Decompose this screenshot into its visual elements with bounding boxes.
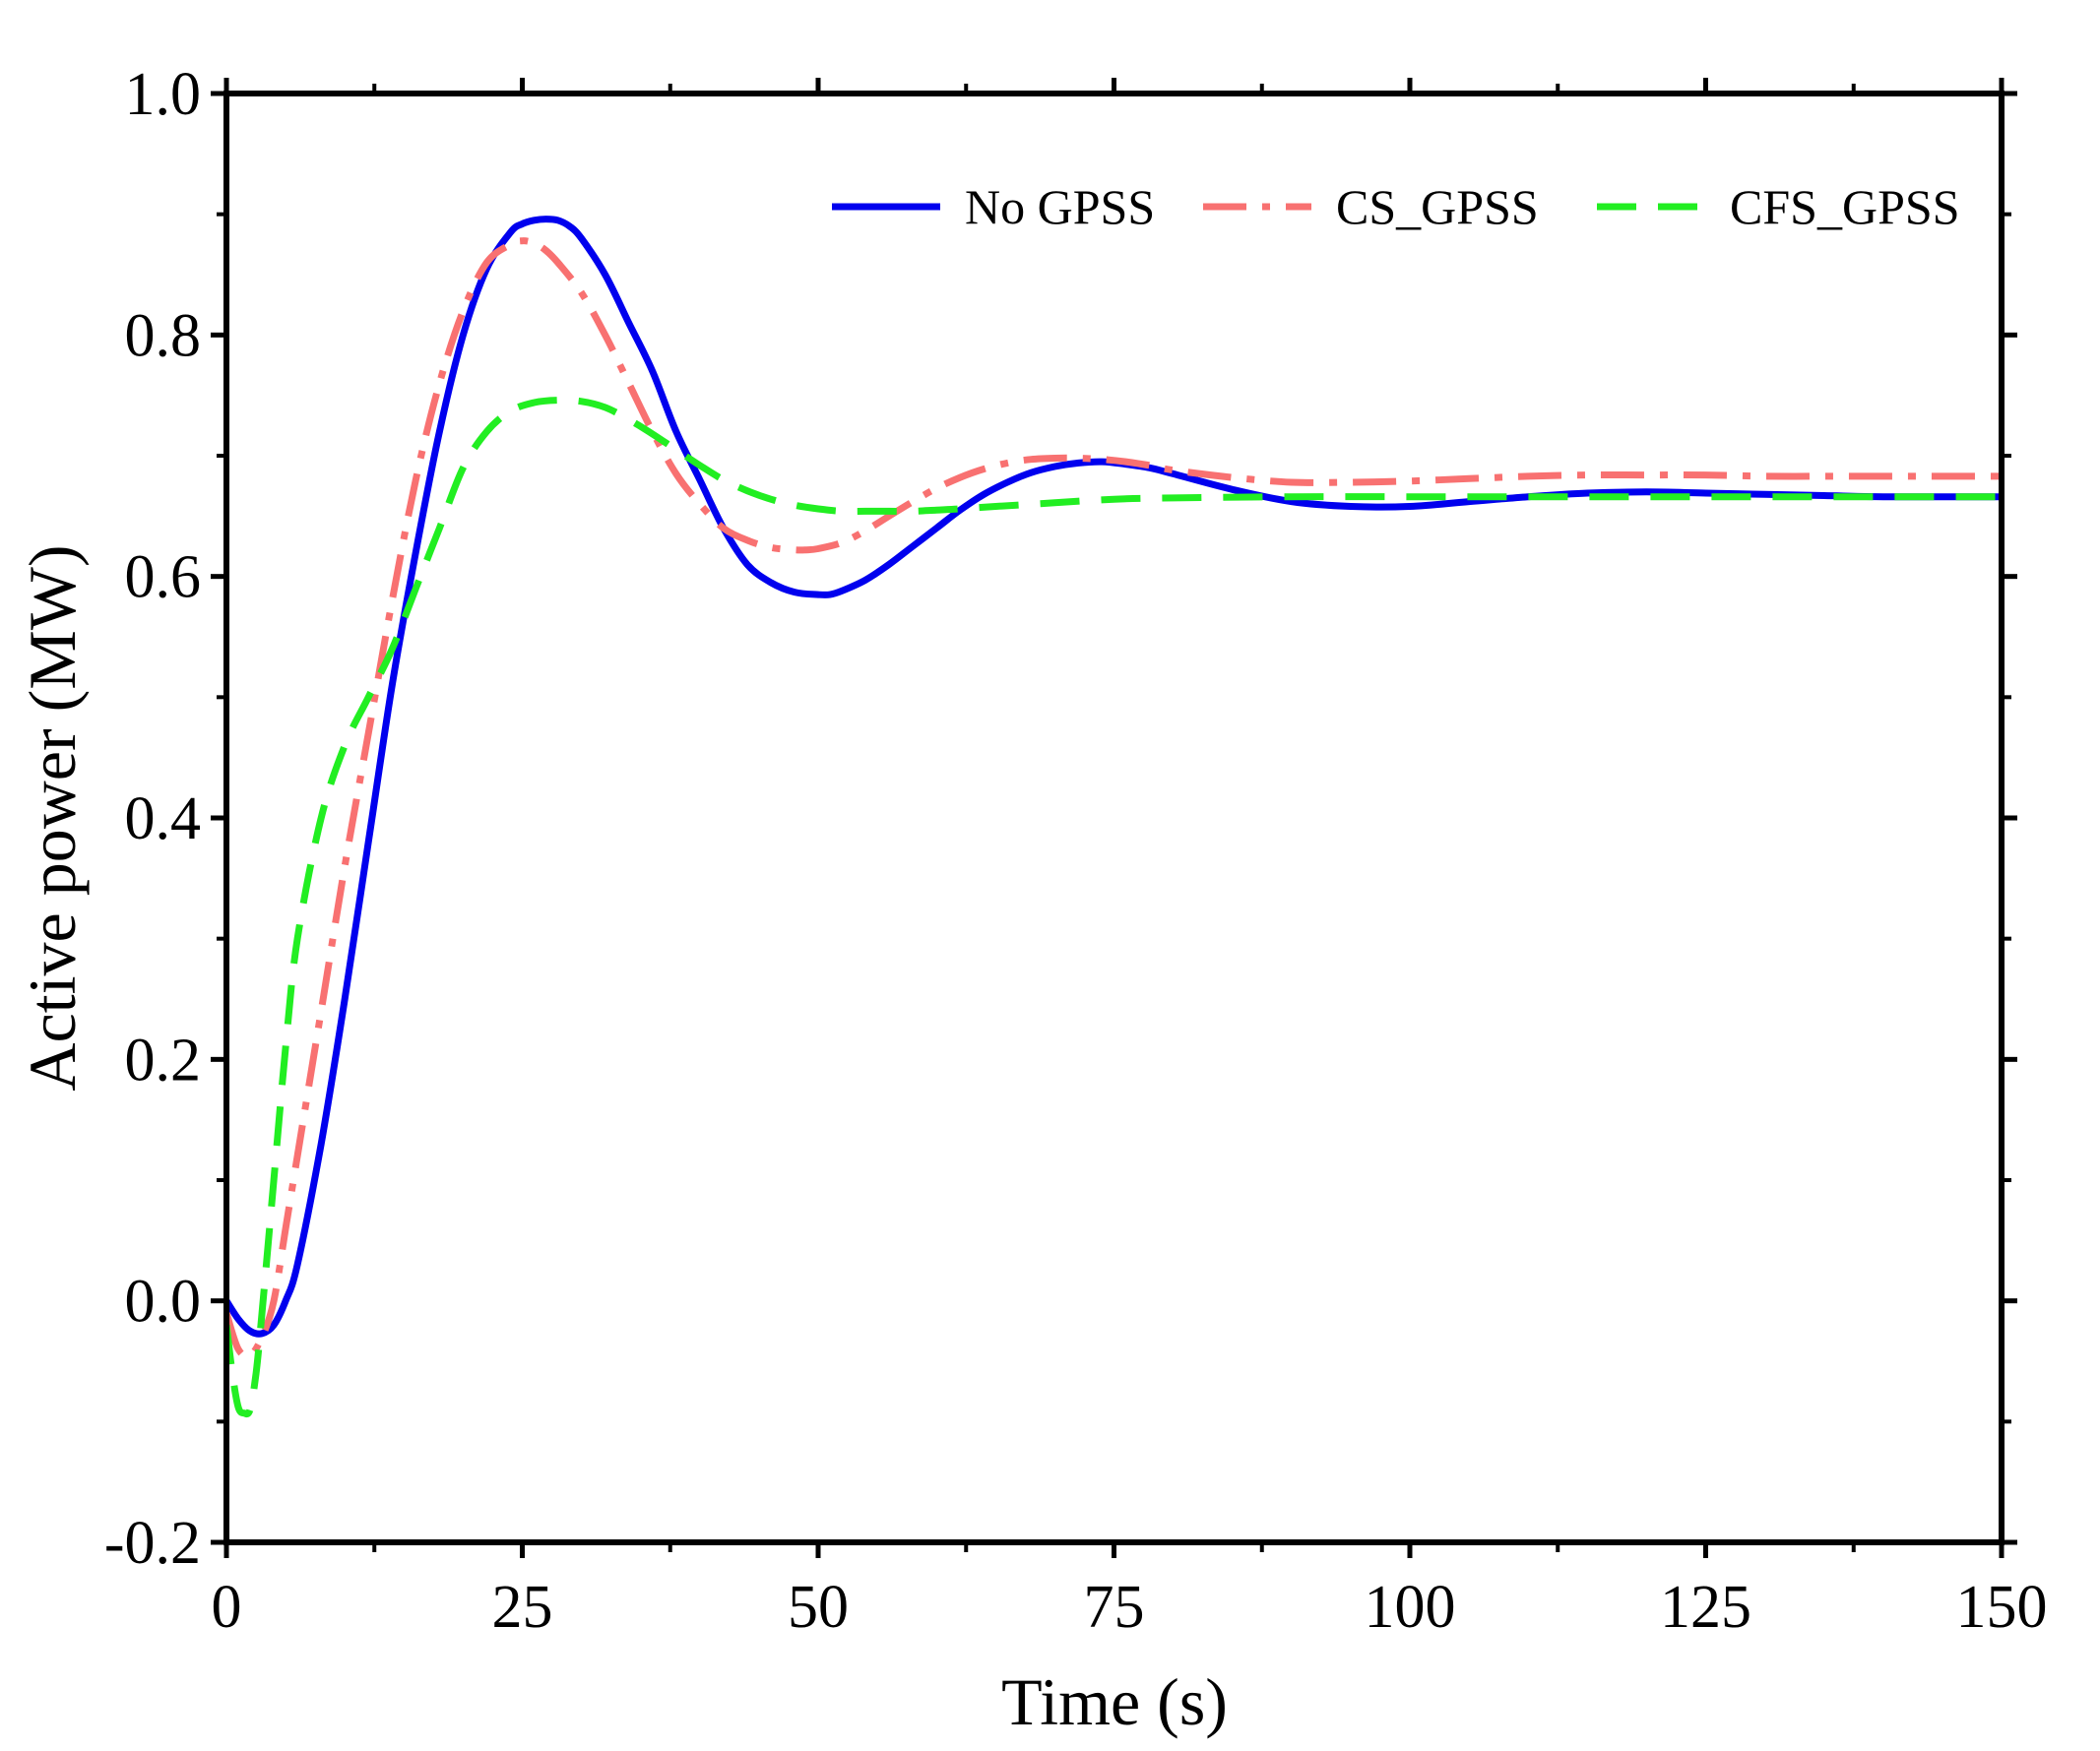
x-axis-title: Time (s) — [1001, 1664, 1228, 1739]
series-layer — [226, 216, 2002, 1418]
x-tick-label: 50 — [788, 1574, 849, 1641]
x-tick-label: 25 — [492, 1574, 553, 1641]
x-tick-label: 100 — [1365, 1574, 1456, 1641]
y-tick-label: 0.2 — [125, 1027, 202, 1094]
legend: No GPSS CS_GPSS CFS_GPSS — [832, 179, 1960, 234]
tick-layer: 0 25 50 75 100 125 150 -0.2 0.0 0.2 0.4 0.6 0.8 1.0 — [104, 61, 2048, 1641]
series-line-cfs-gpss — [226, 397, 2002, 1418]
y-tick-label: 0.0 — [125, 1269, 202, 1336]
x-tick-label: 150 — [1956, 1574, 2048, 1641]
legend-label: No GPSS — [965, 179, 1155, 234]
x-tick-label: 0 — [212, 1574, 242, 1641]
y-tick-label: 0.6 — [125, 544, 202, 611]
y-axis-title: Active power (MW) — [15, 544, 90, 1091]
y-tick-label: -0.2 — [104, 1510, 201, 1577]
x-tick-label: 125 — [1660, 1574, 1751, 1641]
series-line-no-gpss — [226, 216, 2002, 1338]
y-tick-label: 0.4 — [125, 785, 202, 852]
y-tick-label: 0.8 — [125, 302, 202, 369]
x-tick-label: 75 — [1084, 1574, 1145, 1641]
legend-label: CFS_GPSS — [1730, 179, 1960, 234]
legend-label: CS_GPSS — [1336, 179, 1539, 234]
y-tick-label: 1.0 — [125, 61, 202, 128]
series-line-cs-gpss — [226, 237, 2002, 1360]
